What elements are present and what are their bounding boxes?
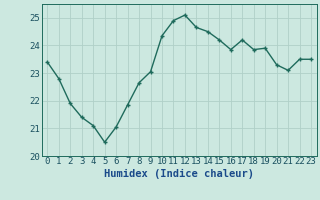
X-axis label: Humidex (Indice chaleur): Humidex (Indice chaleur) <box>104 169 254 179</box>
